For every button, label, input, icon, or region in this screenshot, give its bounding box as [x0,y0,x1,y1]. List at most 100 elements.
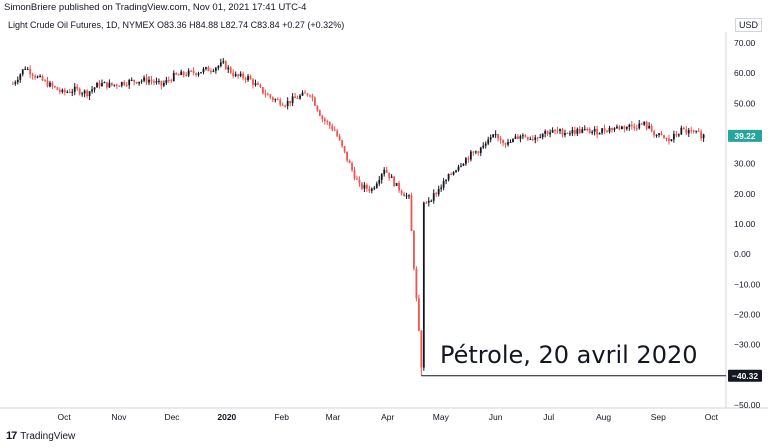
candle-body [29,68,32,75]
candle-body [239,73,242,76]
x-tick-label: 2020 [217,412,236,422]
candle-body [410,195,413,232]
candle-body [420,330,423,368]
candle-body [465,158,467,164]
candle-body [616,126,618,129]
candle-body [408,195,410,197]
candle-body [177,74,180,76]
candle-body [544,131,547,134]
candle-body [633,126,636,129]
candle-body [435,193,438,195]
candle-body [83,90,86,94]
candle-body [425,202,428,204]
candle-body [26,68,29,70]
candle-body [197,73,200,75]
candle-body [257,83,259,85]
candle-body [110,82,113,86]
candle-body [685,129,688,134]
candle-body [153,81,155,83]
candle-body [630,124,633,127]
candle-body [400,190,403,194]
candle-body [452,172,455,175]
candle-body [91,89,93,92]
candle-body [212,70,215,72]
candle-body [361,183,363,189]
min-price-label: −40.32 [732,371,759,381]
x-tick-label: Jun [489,412,503,422]
candles [11,58,705,376]
x-tick-label: Nov [111,412,127,422]
candle-body [217,65,220,68]
candle-body [524,135,527,138]
candle-body [138,81,141,84]
candle-body [229,67,232,73]
footer-brand[interactable]: TradingView [20,430,76,442]
candle-body [276,99,279,101]
candle-body [172,72,175,81]
candle-body [16,79,19,83]
candle-body [252,79,254,85]
candle-body [576,129,579,134]
candle-body [296,98,299,100]
candle-body [140,80,143,82]
candle-body [39,75,41,77]
candle-body [93,87,96,90]
candle-body [519,136,522,139]
candle-body [638,123,641,129]
candle-body [606,130,608,132]
candle-body [279,99,282,105]
candle-body [274,99,277,101]
candle-body [625,126,628,129]
candle-body [621,126,623,130]
candle-body [682,127,685,130]
candle-body [133,79,136,82]
candle-body [583,128,586,130]
candle-body [618,126,621,130]
candle-body [445,179,448,182]
candle-body [167,79,170,81]
candle-body [101,82,103,87]
candle-body [222,61,225,63]
candle-body [14,82,17,84]
x-tick-label: Jul [543,412,554,422]
candle-body [78,88,81,95]
candle-body [692,130,695,132]
candle-body [427,200,430,203]
candle-body [591,131,594,134]
candle-body [383,169,386,175]
candle-body [170,80,173,82]
currency-button[interactable]: USD [735,18,763,32]
candle-body [388,172,391,178]
candle-body [467,158,470,160]
candle-body [368,188,371,191]
candle-body [331,125,334,130]
min-price-tag: −40.32 [728,369,762,382]
candle-body [187,70,190,76]
candle-body [390,176,393,178]
candle-body [442,181,445,188]
candle-body [556,130,559,132]
candle-body [487,139,490,144]
candle-body [512,138,514,143]
x-tick-label: Apr [381,412,394,422]
candle-body [450,173,452,175]
candle-body [672,134,675,140]
candle-body [546,131,549,135]
candle-body [670,139,673,142]
candle-body [338,136,341,141]
candle-body [123,81,126,85]
candle-body [34,75,37,78]
candle-body [299,95,301,99]
candle-body [365,184,368,189]
candle-body [113,84,116,86]
candle-body [128,80,131,86]
candle-body [321,115,324,119]
candle-body [539,137,542,139]
candle-body [155,81,158,83]
candle-body [227,67,230,70]
candle-body [457,166,460,171]
candle-body [479,147,482,153]
candle-body [73,86,76,92]
candle-body [571,129,574,134]
